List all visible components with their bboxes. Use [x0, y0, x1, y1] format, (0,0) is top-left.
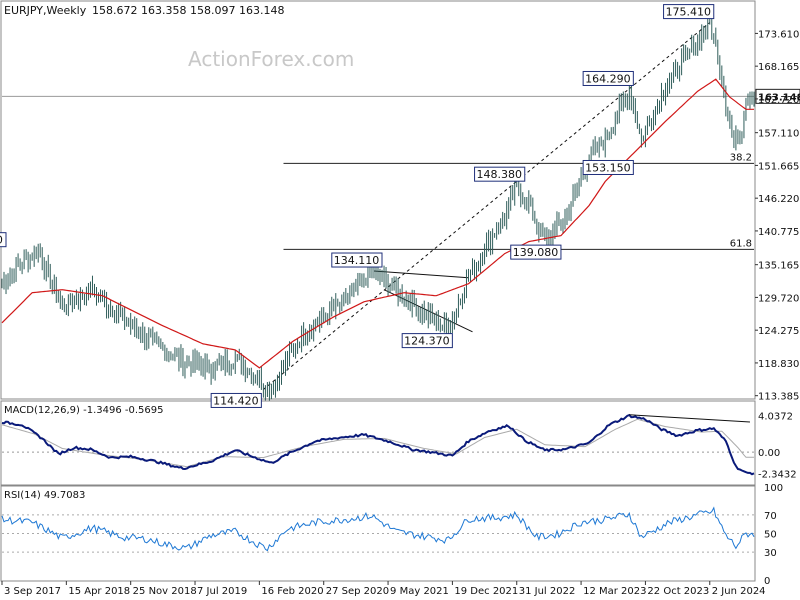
annotation-label: 114.420 [213, 394, 259, 407]
macd-panel-frame [0, 400, 756, 486]
price-tick-label: 124.275 [758, 326, 799, 337]
x-tick-label: 12 Mar 2023 [583, 586, 646, 597]
macd-tick-label: 0.00 [758, 448, 780, 459]
annotation-label: 37.490 [0, 234, 3, 247]
chart-header-ohlc: 158.672 163.358 158.097 163.148 [92, 4, 284, 17]
x-tick-label: 31 Jul 2022 [519, 586, 576, 597]
rsi-tick-label: 70 [764, 511, 777, 522]
rsi-tick-label: 50 [764, 530, 777, 541]
annotation-label: 148.380 [477, 168, 522, 181]
rsi-label: RSI(14) 49.7083 [4, 490, 85, 501]
price-tick-label: 118.830 [758, 359, 799, 370]
x-tick-label: 16 Feb 2020 [261, 586, 323, 597]
x-tick-label: 15 Apr 2018 [68, 586, 130, 597]
last-price-tag [755, 88, 800, 104]
annotation-box [210, 392, 262, 408]
price-tick-label: 157.110 [758, 129, 799, 140]
annotation-box [663, 4, 715, 20]
price-tick-label: 146.220 [758, 194, 799, 205]
macd-line [1, 413, 755, 476]
price-tick-label: 135.165 [758, 261, 799, 272]
macd-signal-line [1, 418, 754, 468]
macd-tick-label: 4.0372 [758, 411, 793, 422]
rsi-panel-frame [0, 485, 756, 582]
annotation-label: 164.290 [585, 72, 631, 85]
chart-header-symbol: EURJPY,Weekly [4, 4, 87, 17]
rsi-tick-label: 100 [764, 483, 783, 494]
rsi-tick-label: 0 [764, 576, 770, 587]
price-panel-frame [0, 0, 756, 400]
annotation-label: 134.110 [334, 254, 380, 267]
price-tick-label: 129.720 [758, 293, 799, 304]
price-tick-label: 140.775 [758, 227, 799, 238]
annotation-box [0, 232, 7, 248]
annotation-label: 139.080 [513, 246, 559, 259]
price-tick-label: 113.385 [758, 392, 799, 403]
annotation-box [401, 333, 453, 349]
trendline [373, 270, 469, 279]
rsi-line [1, 506, 755, 552]
annotation-label: 175.410 [666, 6, 712, 19]
x-tick-label: 7 Jul 2019 [197, 586, 247, 597]
fib-level-label: 38.2 [730, 152, 752, 163]
x-tick-label: 25 Nov 2018 [133, 586, 197, 597]
fib-level-label: 61.8 [730, 238, 752, 249]
price-tick-label: 162.720 [758, 95, 799, 106]
price-tick-label: 173.610 [758, 29, 799, 40]
trendline [263, 22, 711, 390]
annotation-box [582, 159, 634, 175]
annotation-label: 124.370 [404, 335, 450, 348]
x-tick-label: 3 Sep 2017 [4, 586, 61, 597]
price-tick-label: 168.165 [758, 62, 799, 73]
x-tick-label: 19 Dec 2021 [454, 586, 518, 597]
annotation-label: 153.150 [585, 161, 631, 174]
annotation-box [510, 244, 562, 260]
price-tick-label: 151.665 [758, 161, 799, 172]
watermark: ActionForex.com [188, 47, 354, 71]
rsi-tick-label: 30 [764, 548, 777, 559]
x-tick-label: 27 Sep 2020 [326, 586, 389, 597]
last-price-label: 163.148 [758, 92, 800, 103]
x-tick-label: 2 Jun 2024 [712, 586, 766, 597]
annotation-box [582, 70, 634, 86]
annotation-box [474, 166, 526, 182]
x-tick-label: 9 May 2021 [390, 586, 449, 597]
macd-label: MACD(12,26,9) -1.3496 -0.5695 [4, 405, 164, 416]
macd-divergence-line [629, 414, 751, 423]
annotation-box [331, 252, 383, 268]
moving-average-line [1, 78, 754, 369]
x-tick-label: 22 Oct 2023 [647, 586, 709, 597]
macd-tick-label: -2.3432 [758, 469, 797, 480]
